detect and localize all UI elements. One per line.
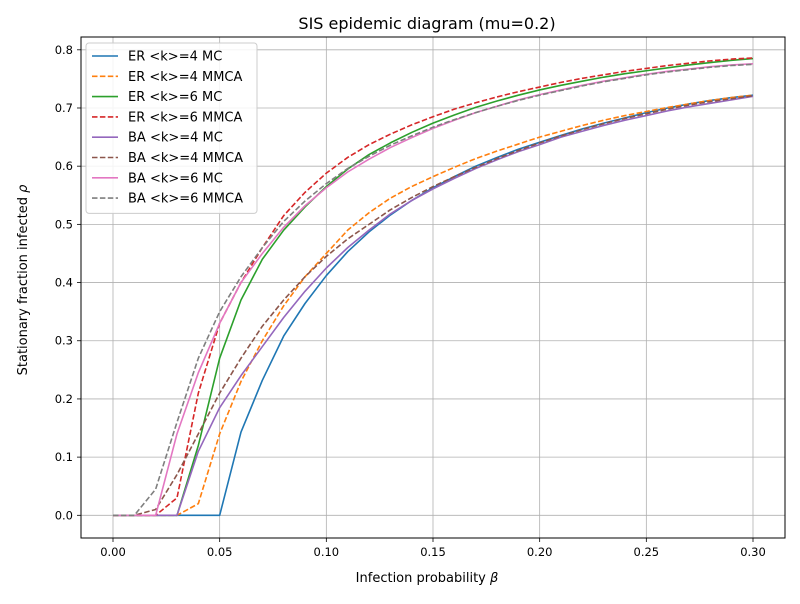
x-axis-label-symbol: β [489, 571, 498, 586]
legend-label: BA <k>=4 MC [128, 131, 223, 146]
series-line [113, 63, 754, 517]
y-axis-ticks: 0.0 0.1 0.2 0.3 0.4 0.5 0.6 0.7 0.8 [55, 43, 81, 522]
x-tick-label: 0.30 [740, 545, 766, 559]
y-tick-label: 0.6 [55, 159, 73, 173]
legend-label: ER <k>=6 MC [128, 90, 222, 105]
legend-label: BA <k>=6 MC [128, 171, 223, 186]
legend-label: ER <k>=6 MMCA [128, 110, 242, 125]
y-tick-label: 0.7 [55, 101, 73, 115]
y-axis-label-text: Stationary fraction infected [16, 197, 31, 375]
series-line [113, 94, 754, 517]
y-tick-label: 0.3 [55, 334, 73, 348]
legend-label: ER <k>=4 MMCA [128, 70, 242, 85]
series-line [113, 57, 754, 517]
legend: ER <k>=4 MC ER <k>=4 MMCA ER <k>=6 MC ER <k… [85, 42, 258, 214]
y-axis-label: Stationary fraction infected ρ [16, 184, 31, 375]
legend-label: BA <k>=4 MMCA [128, 151, 243, 166]
y-tick-label: 0.5 [55, 217, 73, 231]
y-axis-label-symbol: ρ [16, 184, 31, 193]
x-tick-label: 0.10 [314, 545, 340, 559]
y-tick-label: 0.1 [55, 450, 73, 464]
y-tick-label: 0.4 [55, 276, 73, 290]
series-line [113, 95, 754, 517]
y-tick-label: 0.0 [55, 508, 73, 522]
x-tick-label: 0.00 [100, 545, 126, 559]
y-tick-label: 0.8 [55, 43, 73, 57]
x-tick-label: 0.15 [420, 545, 446, 559]
x-tick-label: 0.20 [527, 545, 553, 559]
series-lines [113, 57, 754, 517]
x-axis-label: Infection probability β [356, 571, 499, 586]
legend-label: BA <k>=6 MMCA [128, 192, 243, 207]
x-axis-label-text: Infection probability [356, 571, 486, 586]
x-tick-label: 0.05 [207, 545, 233, 559]
legend-box [85, 42, 258, 214]
series-line [113, 94, 754, 517]
x-axis-ticks: 0.00 0.05 0.10 0.15 0.20 0.25 0.30 [100, 538, 766, 559]
series-line [113, 94, 754, 517]
chart-title: SIS epidemic diagram (mu=0.2) [298, 14, 555, 33]
legend-label: ER <k>=4 MC [128, 50, 222, 65]
y-tick-label: 0.2 [55, 392, 73, 406]
x-tick-label: 0.25 [634, 545, 660, 559]
